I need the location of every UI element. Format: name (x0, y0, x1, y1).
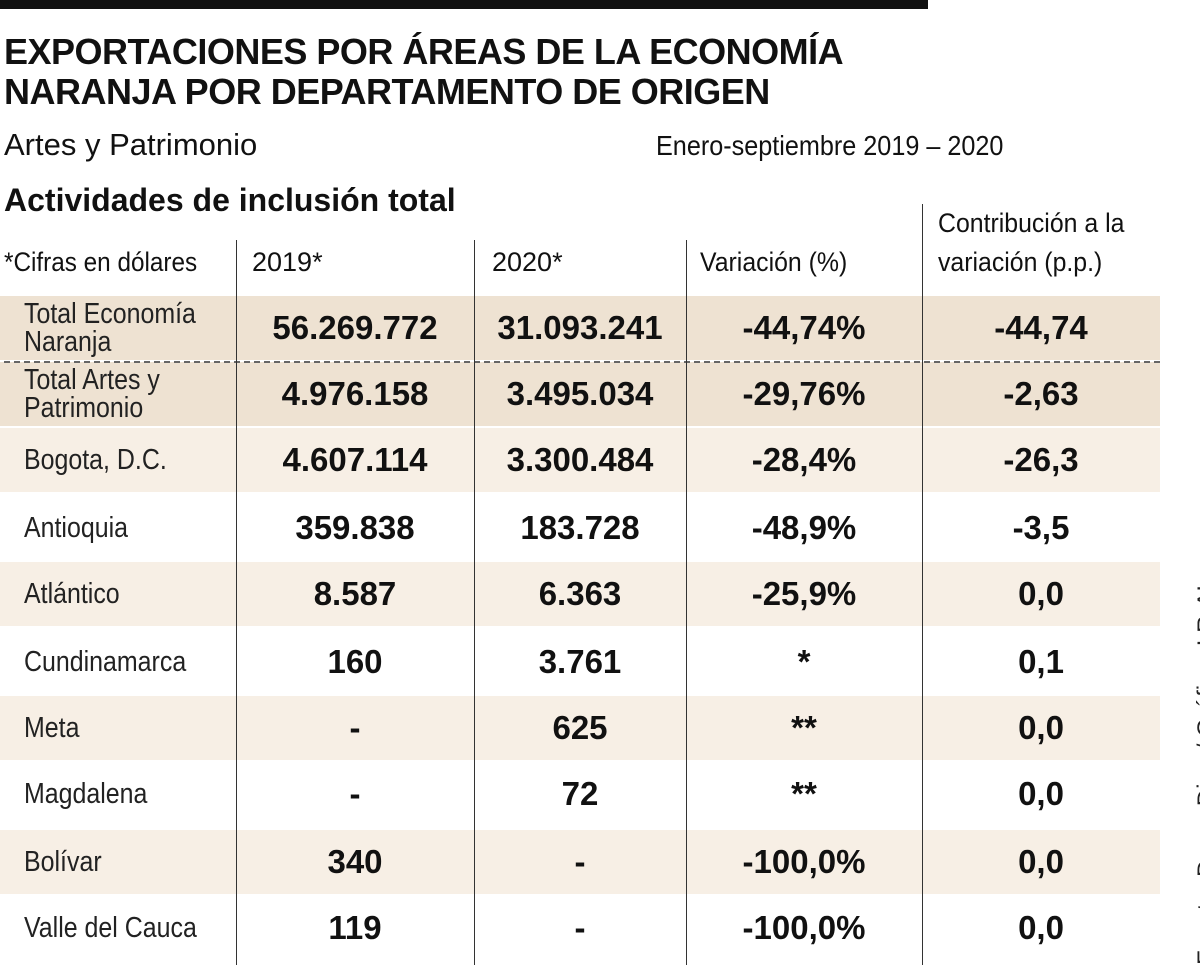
column-divider (236, 240, 237, 965)
contribution-cell: 0,0 (1018, 709, 1064, 746)
column-header-variation: Variación (%) (700, 247, 848, 277)
table-row: Magdalena - 72 ** 0,0 (0, 762, 1160, 826)
contribution-cell: -26,3 (1003, 441, 1079, 478)
contribution-cell: 0,0 (1018, 909, 1064, 946)
variation-cell: -44,74% (742, 309, 866, 346)
table-row: Bogota, D.C. 4.607.114 3.300.484 -28,4% -26,… (0, 428, 1160, 492)
variation-cell: -28,4% (751, 441, 857, 478)
column-header-units: *Cifras en dólares (4, 247, 198, 277)
variation-cell: -100,0% (742, 909, 866, 946)
value-2020-cell: 625 (552, 709, 608, 746)
value-2020-cell: 183.728 (520, 509, 640, 546)
table-row: Cundinamarca 160 3.761 * 0,1 (0, 630, 1160, 694)
row-label: Atlántico (24, 577, 120, 610)
source-credit: Fuente: Dane, Dian / Gráfico: LR-AL (1193, 578, 1200, 965)
column-divider (474, 240, 475, 965)
variation-cell: * (797, 643, 811, 680)
value-2019-cell: 160 (327, 643, 383, 680)
top-rule (0, 0, 928, 9)
contribution-cell: 0,0 (1018, 775, 1064, 812)
table-row: Atlántico 8.587 6.363 -25,9% 0,0 (0, 562, 1160, 626)
contribution-cell: 0,1 (1018, 643, 1064, 680)
variation-cell: ** (791, 775, 817, 812)
table-row: Total Economía Naranja 56.269.772 31.093.2… (0, 296, 1160, 360)
table-row: Valle del Cauca 119 - -100,0% 0,0 (0, 896, 1160, 960)
column-divider (686, 240, 687, 965)
value-2019-cell: 359.838 (295, 509, 415, 546)
value-2019-cell: 4.607.114 (282, 441, 428, 478)
row-label: Antioquia (24, 511, 129, 544)
column-header-2019: 2019* (252, 247, 323, 277)
value-2020-cell: 3.300.484 (506, 441, 654, 478)
row-label: Valle del Cauca (24, 911, 197, 944)
row-label: Bogota, D.C. (24, 443, 167, 476)
value-2019-cell: - (349, 775, 361, 812)
column-header-2020: 2020* (492, 247, 563, 277)
variation-cell: ** (791, 709, 817, 746)
table-row: Total Artes y Patrimonio 4.976.158 3.495.0… (0, 362, 1160, 426)
value-2019-cell: 4.976.158 (281, 375, 429, 412)
contribution-cell: -44,74 (994, 309, 1088, 346)
variation-cell: -100,0% (742, 843, 866, 880)
period-label: Enero-septiembre 2019 – 2020 (656, 130, 1004, 161)
section-heading: Actividades de inclusión total (4, 182, 456, 218)
variation-cell: -29,76% (742, 375, 866, 412)
table-row: Meta - 625 ** 0,0 (0, 696, 1160, 760)
row-label: Meta (24, 711, 80, 744)
column-header-contribution: Contribución a la variación (p.p.) (938, 208, 1125, 277)
total-separator (4, 361, 1160, 363)
column-divider (922, 204, 923, 965)
row-label: Cundinamarca (24, 645, 187, 678)
chart-subtitle: Artes y Patrimonio (4, 127, 258, 162)
value-2020-cell: - (574, 843, 586, 880)
value-2020-cell: 72 (561, 775, 599, 812)
value-2020-cell: - (574, 909, 586, 946)
variation-cell: -25,9% (751, 575, 857, 612)
value-2020-cell: 3.761 (538, 643, 622, 680)
row-label: Magdalena (24, 777, 148, 810)
row-label: Total Economía Naranja (24, 298, 196, 358)
contribution-cell: 0,0 (1018, 843, 1064, 880)
value-2019-cell: - (349, 709, 361, 746)
value-2019-cell: 56.269.772 (272, 309, 438, 346)
chart-title: EXPORTACIONES POR ÁREAS DE LA ECONOMÍA N… (4, 31, 842, 112)
table-row: Antioquia 359.838 183.728 -48,9% -3,5 (0, 496, 1160, 560)
value-2019-cell: 119 (328, 909, 382, 946)
contribution-cell: 0,0 (1018, 575, 1064, 612)
table-row: Bolívar 340 - -100,0% 0,0 (0, 830, 1160, 894)
contribution-cell: -2,63 (1003, 375, 1079, 412)
value-2020-cell: 6.363 (538, 575, 622, 612)
row-label: Total Artes y Patrimonio (24, 364, 160, 424)
contribution-cell: -3,5 (1012, 509, 1070, 546)
value-2019-cell: 340 (327, 843, 383, 880)
value-2020-cell: 31.093.241 (497, 309, 663, 346)
value-2019-cell: 8.587 (313, 575, 397, 612)
value-2020-cell: 3.495.034 (506, 375, 654, 412)
variation-cell: -48,9% (751, 509, 857, 546)
row-label: Bolívar (24, 845, 102, 878)
